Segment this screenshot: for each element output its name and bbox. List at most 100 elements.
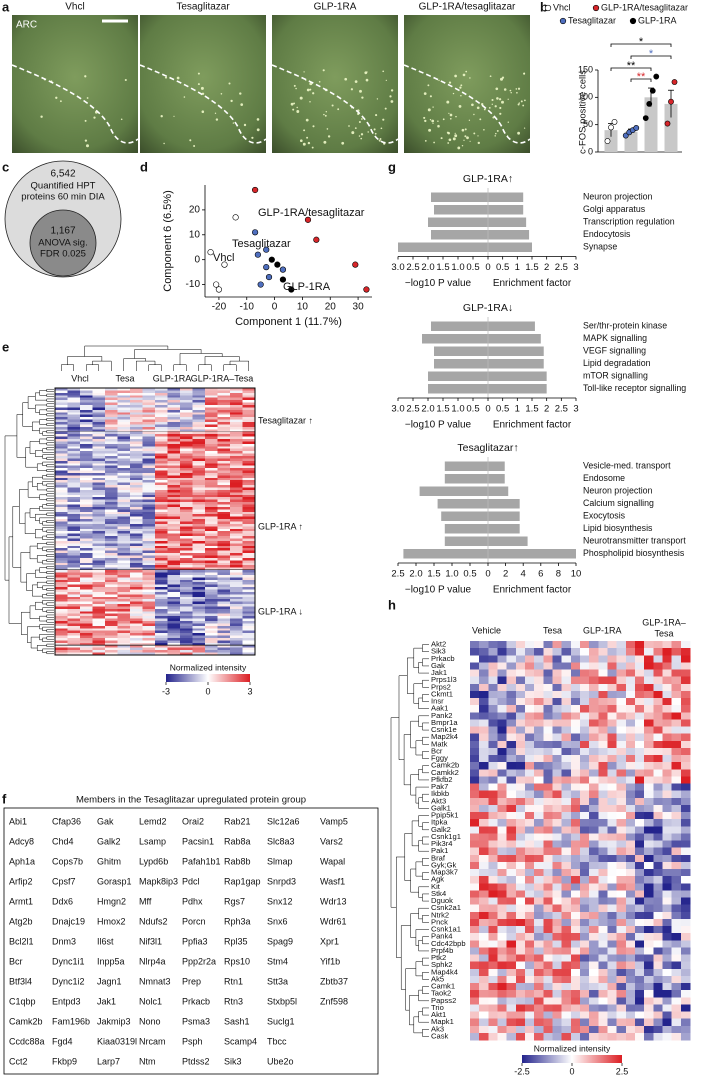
heatmap-cell [608,727,617,734]
heatmap-cell [681,819,690,826]
heatmap-cell [562,933,571,940]
heatmap-cell [672,805,681,812]
protein-name: Rps10 [224,956,250,966]
heatmap-cell [626,926,635,933]
heatmap-cell [663,983,672,990]
speckle [460,84,462,86]
heatmap-cell [193,555,206,558]
heatmap-cell [553,890,562,897]
heatmap-cell [635,848,644,855]
x-tick-label: 0 [485,404,490,415]
speckle [364,71,367,74]
heatmap-cell [130,398,143,401]
heatmap-cell [180,497,193,500]
heatmap-cell [681,912,690,919]
heatmap-cell [608,755,617,762]
heatmap-cell [243,599,256,602]
heatmap-cell [218,536,231,539]
heatmap-cell [130,553,143,556]
heatmap-cell [543,955,552,962]
heatmap-cell [68,512,81,515]
heatmap-cell [180,570,193,573]
heatmap-cell [488,997,497,1004]
heatmap-cell [168,633,181,636]
heatmap-cell [105,393,118,396]
speckle [323,141,326,144]
heatmap-cell [143,420,156,423]
heatmap-cell [230,468,243,471]
heatmap-cell [617,684,626,691]
heatmap-cell [180,529,193,532]
heatmap-cell [130,619,143,622]
heatmap-cell [205,468,218,471]
heatmap-cell [143,497,156,500]
heatmap-cell [180,648,193,651]
heatmap-cell [571,805,580,812]
x-tick-label: 1.5 [525,404,538,415]
heatmap-cell [589,976,598,983]
heatmap-cell [118,602,131,605]
heatmap-cell [635,812,644,819]
heatmap-cell [193,410,206,413]
protein-name: Pdhx [182,896,203,906]
heatmap-cell [80,609,93,612]
heatmap-cell [155,512,168,515]
heatmap-cell [168,580,181,583]
heatmap-cell [205,524,218,527]
heatmap-cell [80,500,93,503]
heatmap-cell [193,478,206,481]
heatmap-cell [589,677,598,684]
heatmap-cell [180,604,193,607]
heatmap-cell [663,784,672,791]
heatmap-cell [243,628,256,631]
speckle [494,135,495,136]
heatmap-cell [525,869,534,876]
heatmap-cell [608,912,617,919]
heatmap-cell [589,912,598,919]
heatmap-cell [663,712,672,719]
heatmap-cell [180,599,193,602]
heatmap-cell [80,495,93,498]
heatmap-cell [143,427,156,430]
heatmap-cell [663,869,672,876]
heatmap-cell [68,638,81,641]
data-point [634,125,639,130]
heatmap-cell [617,784,626,791]
heatmap-cell [626,833,635,840]
heatmap-cell [130,565,143,568]
speckle [499,107,501,109]
heatmap-cell [218,638,231,641]
heatmap-cell [543,969,552,976]
heatmap-cell [68,524,81,527]
heatmap-cell [516,805,525,812]
speckle [348,125,350,127]
speckle [244,124,246,126]
heatmap-cell [507,883,516,890]
heatmap-cell [626,769,635,776]
heatmap-cell [653,791,662,798]
heatmap-cell [525,805,534,812]
heatmap-cell [118,570,131,573]
heatmap-cell [118,582,131,585]
protein-name: Bcr [9,956,23,966]
heatmap-cell [180,480,193,483]
heatmap-cell [93,645,106,648]
heatmap-cell [598,748,607,755]
heatmap-cell [230,606,243,609]
heatmap-cell [617,1004,626,1011]
heatmap-cell [80,471,93,474]
heatmap-cell [80,449,93,452]
bar [434,347,488,357]
bar [441,512,488,522]
heatmap-cell [653,670,662,677]
heatmap-cell [470,962,479,969]
heatmap-cell [205,490,218,493]
heatmap-cell [93,519,106,522]
heatmap-cell [55,648,68,651]
colorbar-tick-label: 2.5 [616,1066,629,1076]
protein-name: Gak [97,816,114,826]
heatmap-cell [230,619,243,622]
heatmap-cell [143,454,156,457]
heatmap-cell [118,514,131,517]
heatmap-cell [553,969,562,976]
